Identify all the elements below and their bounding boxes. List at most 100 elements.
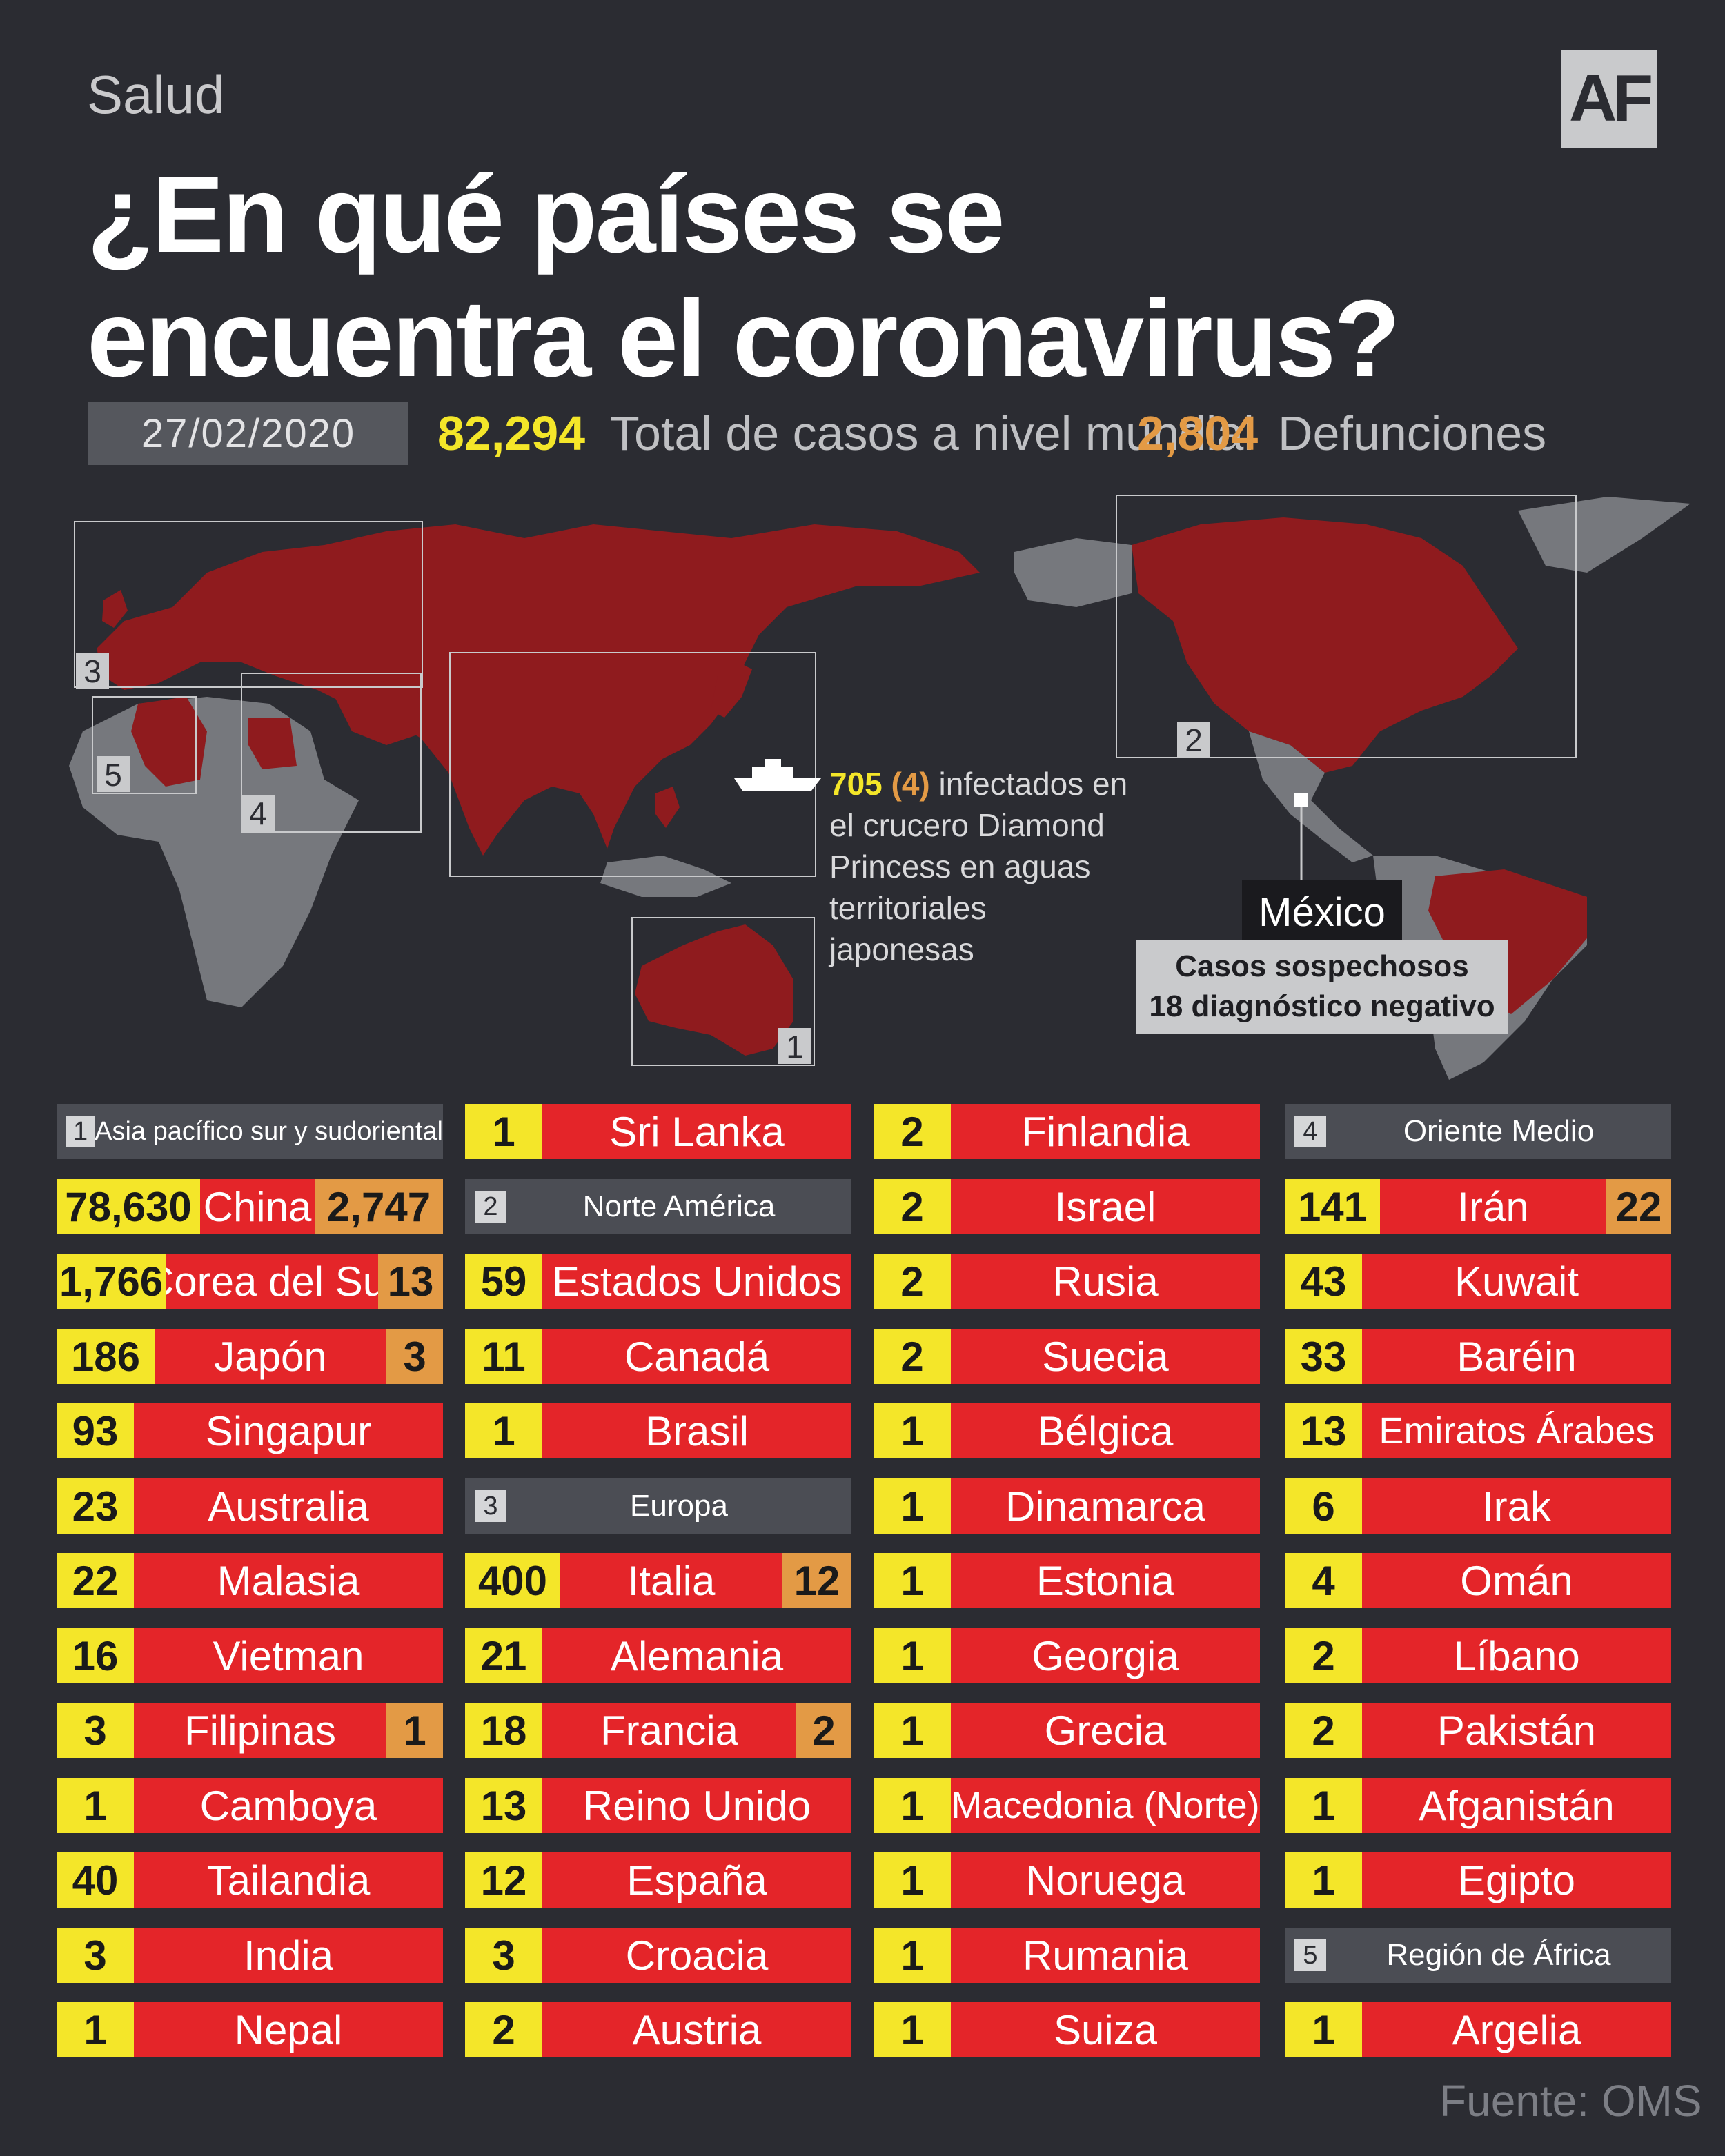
country-row: 13 Reino Unido <box>465 1778 851 1833</box>
country-name: Tailandia <box>134 1852 443 1908</box>
country-row: 1,766Corea del Sur13 <box>57 1254 443 1309</box>
total-deaths-label: Defunciones <box>1278 406 1547 460</box>
country-row: 6 Irak <box>1285 1478 1671 1534</box>
country-row: 1 Bélgica <box>874 1403 1260 1458</box>
region-title: Europa <box>630 1489 728 1523</box>
country-row: 93 Singapur <box>57 1403 443 1458</box>
country-row: 2 Austria <box>465 2002 851 2057</box>
case-count: 1 <box>465 1104 542 1159</box>
case-count: 78,630 <box>57 1179 200 1234</box>
region-frame-asia <box>449 652 816 877</box>
country-row: 1 Egipto <box>1285 1852 1671 1908</box>
region-label-1: 1 <box>786 1029 804 1065</box>
case-count: 12 <box>465 1852 542 1908</box>
death-count: 2 <box>796 1703 851 1758</box>
country-name: Suiza <box>951 2002 1260 2057</box>
country-row: 1 Suiza <box>874 2002 1260 2057</box>
country-row: 2 Rusia <box>874 1254 1260 1309</box>
country-name: Reino Unido <box>542 1778 851 1833</box>
country-name: Grecia <box>951 1703 1260 1758</box>
region-badge: 2 <box>475 1191 506 1223</box>
country-name: Noruega <box>951 1852 1260 1908</box>
region-title: Asia pacífico sur y sudoriental <box>95 1116 443 1146</box>
region-header: 5 Región de África <box>1285 1928 1671 1983</box>
case-count: 59 <box>465 1254 542 1309</box>
case-count: 93 <box>57 1403 134 1458</box>
case-count: 1 <box>1285 1778 1362 1833</box>
country-row: 1 Nepal <box>57 2002 443 2057</box>
country-row: 78,630 China 2,747 <box>57 1179 443 1234</box>
case-count: 2 <box>1285 1703 1362 1758</box>
region-label-4: 4 <box>249 795 267 831</box>
case-count: 6 <box>1285 1478 1362 1534</box>
total-cases-number: 82,294 <box>437 406 586 460</box>
country-name: Finlandia <box>951 1104 1260 1159</box>
country-name: Dinamarca <box>951 1478 1260 1534</box>
country-name: Camboya <box>134 1778 443 1833</box>
country-row: 22 Malasia <box>57 1553 443 1608</box>
region-label-2: 2 <box>1185 722 1203 758</box>
country-name: Suecia <box>951 1329 1260 1384</box>
case-count: 1 <box>57 1778 134 1833</box>
case-count: 21 <box>465 1628 542 1683</box>
case-count: 2 <box>465 2002 542 2057</box>
uk-landmass <box>102 590 128 628</box>
case-count: 2 <box>874 1179 951 1234</box>
region-header: 1 Asia pacífico sur y sudoriental <box>57 1104 443 1159</box>
total-deaths-number: 2,804 <box>1137 406 1259 460</box>
case-count: 1 <box>874 1928 951 1983</box>
death-count: 1 <box>386 1703 443 1758</box>
country-name: Israel <box>951 1179 1260 1234</box>
country-name: Argelia <box>1362 2002 1671 2057</box>
country-name: Afganistán <box>1362 1778 1671 1833</box>
north-america-landmass <box>1132 517 1518 773</box>
af-logo: AF <box>1561 50 1657 148</box>
country-name: Kuwait <box>1362 1254 1671 1309</box>
ship-text-3: Princess en aguas <box>829 849 1091 884</box>
country-name: China <box>200 1179 315 1234</box>
ship-text-4: territoriales japonesas <box>829 890 987 967</box>
region-header: 2 Norte América <box>465 1179 851 1234</box>
country-name: Corea del Sur <box>166 1254 378 1309</box>
country-row: 186 Japón 3 <box>57 1329 443 1384</box>
country-name: Singapur <box>134 1403 443 1458</box>
country-row: 1 Argelia <box>1285 2002 1671 2057</box>
country-row: 1 Dinamarca <box>874 1478 1260 1534</box>
death-count: 3 <box>386 1329 443 1384</box>
egypt-landmass <box>248 718 297 769</box>
region-badge: 1 <box>66 1116 95 1147</box>
country-row: 1 Noruega <box>874 1852 1260 1908</box>
region-title: Norte América <box>582 1189 776 1223</box>
country-row: 13 Emiratos Árabes <box>1285 1403 1671 1458</box>
mexico-landmass <box>1249 731 1373 862</box>
country-name: Australia <box>134 1478 443 1534</box>
country-name: España <box>542 1852 851 1908</box>
country-name: Estonia <box>951 1553 1260 1608</box>
case-count: 13 <box>1285 1403 1362 1458</box>
region-frame-1 <box>631 917 815 1066</box>
mexico-info-box: Casos sospechosos 18 diagnóstico negativ… <box>1136 940 1508 1034</box>
region-badge: 5 <box>1294 1939 1326 1971</box>
ship-deaths: (4) <box>891 766 930 802</box>
country-name: Italia <box>560 1553 782 1608</box>
date-badge: 27/02/2020 <box>88 402 408 465</box>
country-row: 2 Israel <box>874 1179 1260 1234</box>
case-count: 4 <box>1285 1553 1362 1608</box>
country-row: 21 Alemania <box>465 1628 851 1683</box>
country-name: Estados Unidos <box>542 1254 851 1309</box>
page-title-line-1: ¿En qué países se <box>87 154 1005 275</box>
country-name: Baréin <box>1362 1329 1671 1384</box>
country-row: 33 Baréin <box>1285 1329 1671 1384</box>
country-name: Líbano <box>1362 1628 1671 1683</box>
region-frame-5 <box>92 696 197 794</box>
country-row: 1 Afganistán <box>1285 1778 1671 1833</box>
region-label-5: 5 <box>104 757 122 793</box>
country-name: Irak <box>1362 1478 1671 1534</box>
case-count: 1 <box>874 1403 951 1458</box>
case-count: 43 <box>1285 1254 1362 1309</box>
country-row: 1 Macedonia (Norte) <box>874 1778 1260 1833</box>
death-count: 2,747 <box>315 1179 443 1234</box>
case-count: 2 <box>1285 1628 1362 1683</box>
case-count: 3 <box>465 1928 542 1983</box>
country-row: 1 Estonia <box>874 1553 1260 1608</box>
